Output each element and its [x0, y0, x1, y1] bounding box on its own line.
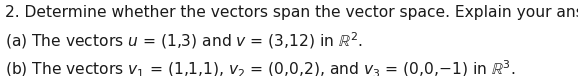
- Text: (a) The vectors $u$ = (1,3) and $v$ = (3,12) in $\mathbb{R}^2$.: (a) The vectors $u$ = (1,3) and $v$ = (3…: [5, 30, 362, 51]
- Text: 2. Determine whether the vectors span the vector space. Explain your answers.: 2. Determine whether the vectors span th…: [5, 5, 578, 20]
- Text: (b) The vectors $v_1$ = (1,1,1), $v_2$ = (0,0,2), and $v_3$ = (0,0,−1) in $\math: (b) The vectors $v_1$ = (1,1,1), $v_2$ =…: [5, 59, 515, 76]
